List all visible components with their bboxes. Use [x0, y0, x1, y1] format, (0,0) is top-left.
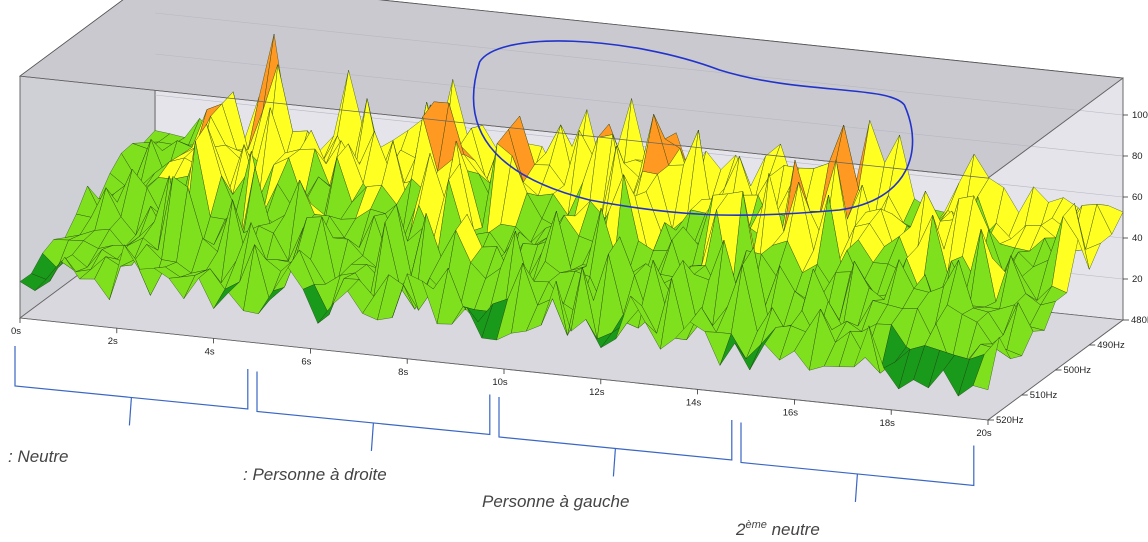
segment-brace-stem	[128, 397, 132, 426]
frequency-axis: 480Hz 490Hz 500Hz 510Hz 520Hz	[988, 315, 1148, 426]
freq-tick-label: 510Hz	[1030, 390, 1058, 401]
freq-tick-label: 500Hz	[1064, 365, 1092, 376]
x-tick-label: 16s	[783, 408, 799, 419]
z-tick-label: 20	[1132, 274, 1143, 285]
segment-braces	[14, 346, 975, 503]
segment-brace-stem	[854, 473, 858, 503]
x-tick-label: 4s	[205, 346, 215, 357]
segment-labels: : Neutre : Personne à droite Personne à …	[8, 447, 820, 539]
surface-facet	[972, 336, 1000, 391]
freq-tick-label: 480Hz	[1131, 315, 1148, 326]
segment-brace-stem	[370, 422, 374, 452]
segment-label-2eme-neutre: 2ème neutre	[735, 519, 820, 539]
x-tick-label: 8s	[398, 367, 408, 378]
z-gridline	[154, 12, 1124, 116]
x-tick-label: 10s	[492, 377, 508, 388]
amplitude-axis: 20 40 60 80 100	[1123, 110, 1148, 285]
freq-tick-label: 520Hz	[996, 415, 1024, 426]
segment-label-personne-droite: : Personne à droite	[243, 465, 387, 484]
z-tick-label: 100	[1132, 110, 1148, 121]
x-tick-label: 14s	[686, 397, 702, 408]
segment-brace-stem	[612, 448, 616, 477]
box-edge	[987, 77, 1124, 179]
highlight-ellipse	[472, 40, 914, 216]
x-tick-label: 18s	[880, 418, 896, 429]
z-tick-label: 60	[1132, 192, 1143, 203]
segment-label-neutre: : Neutre	[8, 447, 68, 466]
x-tick-label: 20s	[976, 428, 992, 439]
x-tick-label: 6s	[301, 357, 311, 368]
box-edge	[19, 75, 989, 179]
surface-mesh	[19, 33, 1124, 397]
z-gridline	[154, 53, 1124, 157]
z-tick-label: 80	[1132, 151, 1143, 162]
time-axis: 0s 2s 4s 6s 8s 10s 12s 14s 16s 18s 20s	[11, 318, 992, 439]
z-tick-label: 40	[1132, 233, 1143, 244]
freq-tick-label: 490Hz	[1097, 340, 1125, 351]
x-tick-label: 12s	[589, 387, 605, 398]
x-tick-label: 0s	[11, 326, 21, 337]
x-tick-label: 2s	[108, 336, 118, 347]
segment-label-personne-gauche: Personne à gauche	[482, 492, 629, 511]
